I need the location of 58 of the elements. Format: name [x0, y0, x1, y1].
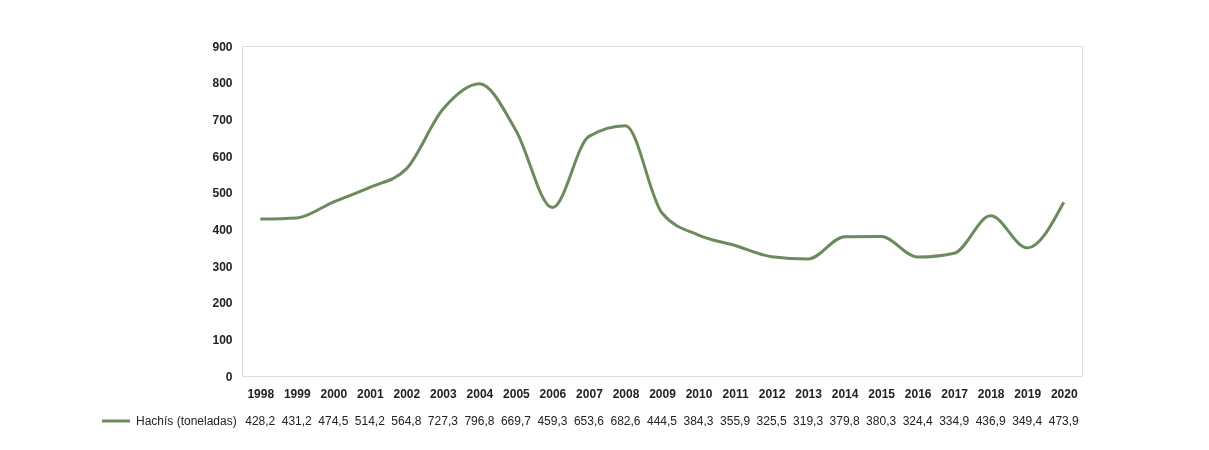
y-tick-label: 100 — [212, 332, 233, 347]
x-tick-label: 2011 — [722, 386, 749, 401]
y-tick-label: 0 — [225, 369, 233, 384]
data-label: 514,2 — [354, 414, 386, 428]
data-label: 334,9 — [939, 414, 970, 428]
x-tick-label: 2019 — [1014, 386, 1042, 401]
y-tick-label: 300 — [212, 259, 233, 274]
data-label: 459,3 — [537, 414, 568, 428]
y-tick-label: 200 — [212, 296, 233, 311]
x-tick-label: 2002 — [393, 386, 421, 401]
x-tick-label: 2000 — [320, 386, 348, 401]
x-tick-label: 2001 — [356, 386, 384, 401]
y-tick-label: 400 — [212, 222, 233, 237]
y-tick-label: 500 — [212, 186, 233, 201]
x-tick-label: 2010 — [685, 386, 713, 401]
data-label: 355,9 — [720, 414, 751, 428]
line-series — [258, 82, 1066, 261]
data-label: 431,2 — [281, 414, 313, 428]
x-tick-label: 2005 — [503, 386, 531, 401]
x-tick-label: 2016 — [904, 386, 932, 401]
x-tick-label: 2004 — [466, 386, 494, 401]
x-tick-label: 2020 — [1050, 386, 1078, 401]
data-label: 349,4 — [1012, 414, 1043, 428]
data-label: 474,5 — [318, 414, 349, 428]
x-tick-label: 2009 — [649, 386, 677, 401]
data-label: 379,8 — [829, 414, 860, 428]
data-label: 727,3 — [427, 414, 459, 428]
x-tick-label: 2014 — [831, 386, 859, 401]
data-label: 384,3 — [683, 414, 714, 428]
x-tick-label: 1999 — [283, 386, 311, 401]
data-label: 444,5 — [646, 414, 678, 428]
data-label: 669,7 — [500, 414, 532, 428]
x-tick-label: 2006 — [539, 386, 567, 401]
data-label: 564,8 — [391, 414, 422, 428]
data-label: 319,3 — [793, 414, 824, 428]
legend-label: Hachís (toneladas) — [136, 414, 237, 428]
x-tick-label: 2012 — [758, 386, 786, 401]
data-label: 796,8 — [464, 414, 495, 428]
y-tick-label: 900 — [212, 39, 233, 54]
data-label: 436,9 — [975, 414, 1007, 428]
x-tick-label: 2013 — [795, 386, 823, 401]
y-tick-label: 600 — [212, 149, 233, 164]
data-label: 325,5 — [756, 414, 787, 428]
x-tick-label: 2003 — [430, 386, 458, 401]
data-label: 428,2 — [245, 414, 276, 428]
x-tick-label: 2007 — [576, 386, 604, 401]
x-tick-label: 1998 — [247, 386, 275, 401]
data-label: 473,9 — [1048, 414, 1080, 428]
data-label: 324,4 — [902, 414, 933, 428]
y-tick-label: 800 — [212, 76, 233, 91]
x-tick-label: 2018 — [977, 386, 1005, 401]
data-label: 682,6 — [610, 414, 641, 428]
y-tick-label: 700 — [212, 112, 233, 127]
x-tick-label: 2008 — [612, 386, 640, 401]
data-label: 653,6 — [573, 414, 605, 428]
x-tick-label: 2017 — [941, 386, 969, 401]
x-tick-label: 2015 — [868, 386, 896, 401]
data-label: 380,3 — [866, 414, 897, 428]
